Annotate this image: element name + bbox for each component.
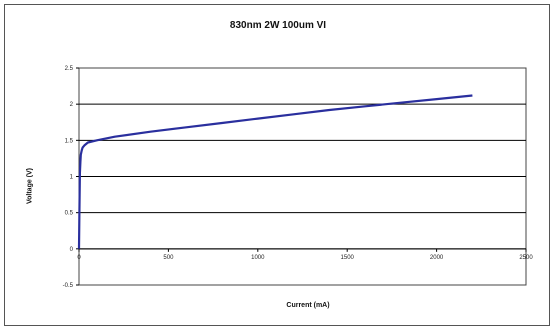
y-tick-label: 0 (70, 247, 74, 253)
y-tick-label: -0.5 (63, 283, 74, 289)
series-line (77, 94, 473, 249)
x-tick-label: 1500 (341, 255, 355, 261)
x-axis-label: Current (mA) (286, 302, 330, 309)
y-tick-label: 2 (70, 102, 74, 108)
y-tick-label: 2.5 (65, 66, 74, 72)
x-tick-label: 0 (77, 255, 81, 261)
chart-title: 830nm 2W 100um VI (229, 20, 327, 31)
y-tick-label: 1 (70, 175, 74, 181)
x-tick-label: 2500 (519, 255, 533, 261)
x-tick-label: 2000 (430, 255, 444, 261)
y-tick-label: 0.5 (65, 211, 74, 217)
y-tick-label: 1.5 (65, 138, 74, 144)
x-tick-label: 500 (163, 255, 174, 261)
x-tick-label: 1000 (251, 255, 265, 261)
